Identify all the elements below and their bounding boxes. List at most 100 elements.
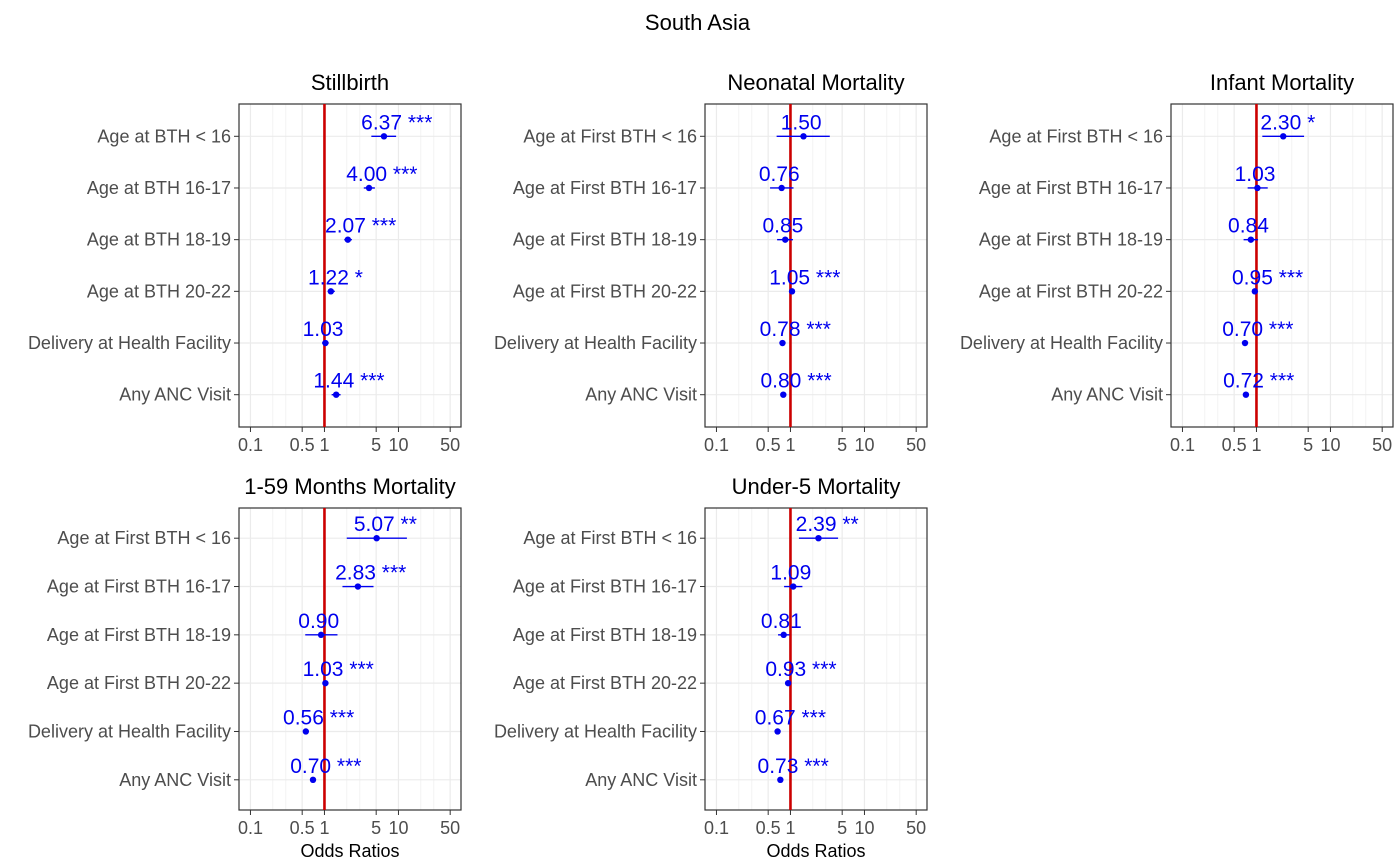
y-tick-label: Age at First BTH 20-22 <box>513 281 697 301</box>
estimate-point <box>380 133 388 140</box>
estimate-label: 4.00 *** <box>346 163 417 186</box>
estimate-point <box>778 184 785 192</box>
x-tick-label: 0.1 <box>704 818 729 838</box>
y-tick-label: Age at First BTH 18-19 <box>47 625 231 645</box>
estimate-label: 2.39 ** <box>796 513 859 536</box>
x-tick-label: 50 <box>1372 435 1392 455</box>
y-tick-label: Age at First BTH 18-19 <box>513 230 697 250</box>
estimate-point <box>815 535 822 542</box>
x-tick-label: 0.1 <box>704 435 729 455</box>
x-axis-title: Odds Ratios <box>300 841 399 861</box>
x-tick-label: 50 <box>440 818 460 838</box>
x-tick-label: 0.5 <box>1222 435 1247 455</box>
estimate-label: 0.70 *** <box>1222 318 1293 341</box>
estimate-label: 1.09 <box>770 562 811 585</box>
y-tick-label: Age at First BTH 16-17 <box>979 178 1163 198</box>
y-tick-label: Age at First BTH < 16 <box>523 528 697 548</box>
panel-frame <box>238 103 462 428</box>
x-tick-label: 10 <box>388 818 408 838</box>
panel-frame <box>238 507 462 811</box>
estimate-label: 0.80 *** <box>760 370 831 393</box>
estimate-point <box>790 583 797 590</box>
estimate-point <box>1280 133 1287 140</box>
y-tick-label: Age at First BTH 20-22 <box>513 673 697 693</box>
x-tick-label: 5 <box>1303 435 1313 455</box>
y-tick-label: Delivery at Health Facility <box>960 333 1163 353</box>
estimate-point <box>1241 339 1249 347</box>
x-tick-label: 50 <box>440 435 460 455</box>
estimate-label: 0.85 <box>762 215 803 238</box>
estimate-label: 0.95 *** <box>1232 266 1303 289</box>
panel-title: Neonatal Mortality <box>727 70 904 95</box>
x-tick-label: 0.5 <box>756 818 781 838</box>
estimate-point <box>777 776 784 783</box>
y-tick-label: Delivery at Health Facility <box>494 721 697 741</box>
estimate-label: 5.07 ** <box>354 513 417 536</box>
y-tick-label: Age at BTH < 16 <box>97 126 231 146</box>
x-tick-label: 5 <box>837 818 847 838</box>
x-tick-label: 1 <box>785 435 795 455</box>
estimate-label: 0.73 *** <box>758 755 829 778</box>
y-tick-label: Age at First BTH 16-17 <box>513 577 697 597</box>
panel-title: Under-5 Mortality <box>732 474 901 499</box>
estimate-point <box>774 728 781 735</box>
x-tick-label: 10 <box>854 435 874 455</box>
y-tick-label: Age at First BTH 20-22 <box>47 673 231 693</box>
x-tick-label: 50 <box>906 818 926 838</box>
estimate-point <box>302 728 310 735</box>
estimate-label: 1.03 *** <box>303 658 374 681</box>
estimate-point <box>788 288 796 295</box>
panel-title: Infant Mortality <box>1210 70 1354 95</box>
estimate-label: 2.83 *** <box>335 562 406 585</box>
y-tick-label: Any ANC Visit <box>1051 385 1163 405</box>
y-tick-label: Any ANC Visit <box>119 770 231 790</box>
estimate-point <box>1251 288 1259 295</box>
estimate-point <box>782 236 789 243</box>
x-tick-label: 0.1 <box>238 818 263 838</box>
x-tick-label: 0.1 <box>1170 435 1195 455</box>
estimate-label: 1.22 * <box>308 266 363 289</box>
y-tick-label: Age at BTH 16-17 <box>87 178 231 198</box>
figure-title: South Asia <box>644 10 751 35</box>
estimate-point <box>784 679 792 687</box>
panel-title: Stillbirth <box>311 70 389 95</box>
estimate-label: 0.84 <box>1228 215 1269 238</box>
estimate-label: 0.76 <box>759 163 800 186</box>
estimate-point <box>800 133 807 140</box>
panel-title: 1-59 Months Mortality <box>244 474 456 499</box>
x-tick-label: 5 <box>371 818 381 838</box>
x-tick-label: 10 <box>1320 435 1340 455</box>
estimate-point <box>779 339 786 347</box>
estimate-point <box>365 184 373 192</box>
y-tick-label: Age at First BTH 16-17 <box>47 577 231 597</box>
panel-frame <box>1170 103 1394 428</box>
estimate-label: 0.93 *** <box>765 658 836 681</box>
estimate-point <box>322 679 329 687</box>
x-tick-label: 1 <box>1251 435 1261 455</box>
x-tick-label: 1 <box>785 818 795 838</box>
estimate-point <box>1242 391 1250 398</box>
estimate-point <box>1247 236 1255 243</box>
x-tick-label: 0.5 <box>756 435 781 455</box>
estimate-point <box>1254 184 1261 192</box>
estimate-point <box>780 631 787 639</box>
x-tick-label: 5 <box>371 435 381 455</box>
estimate-point <box>309 776 317 783</box>
panel-frame <box>704 507 928 811</box>
y-tick-label: Age at First BTH 16-17 <box>513 178 697 198</box>
estimate-point <box>344 236 352 243</box>
x-tick-label: 10 <box>854 818 874 838</box>
y-tick-label: Delivery at Health Facility <box>494 333 697 353</box>
estimate-point <box>317 631 325 639</box>
x-tick-label: 0.5 <box>290 435 315 455</box>
estimate-label: 0.70 *** <box>290 755 361 778</box>
y-tick-label: Age at First BTH < 16 <box>57 528 231 548</box>
y-tick-label: Any ANC Visit <box>585 770 697 790</box>
estimate-label: 0.90 <box>298 610 339 633</box>
estimate-label: 2.30 * <box>1260 111 1315 134</box>
x-tick-label: 1 <box>319 818 329 838</box>
estimate-point <box>780 391 787 398</box>
estimate-label: 1.50 <box>781 111 822 134</box>
estimate-label: 2.07 *** <box>325 215 396 238</box>
